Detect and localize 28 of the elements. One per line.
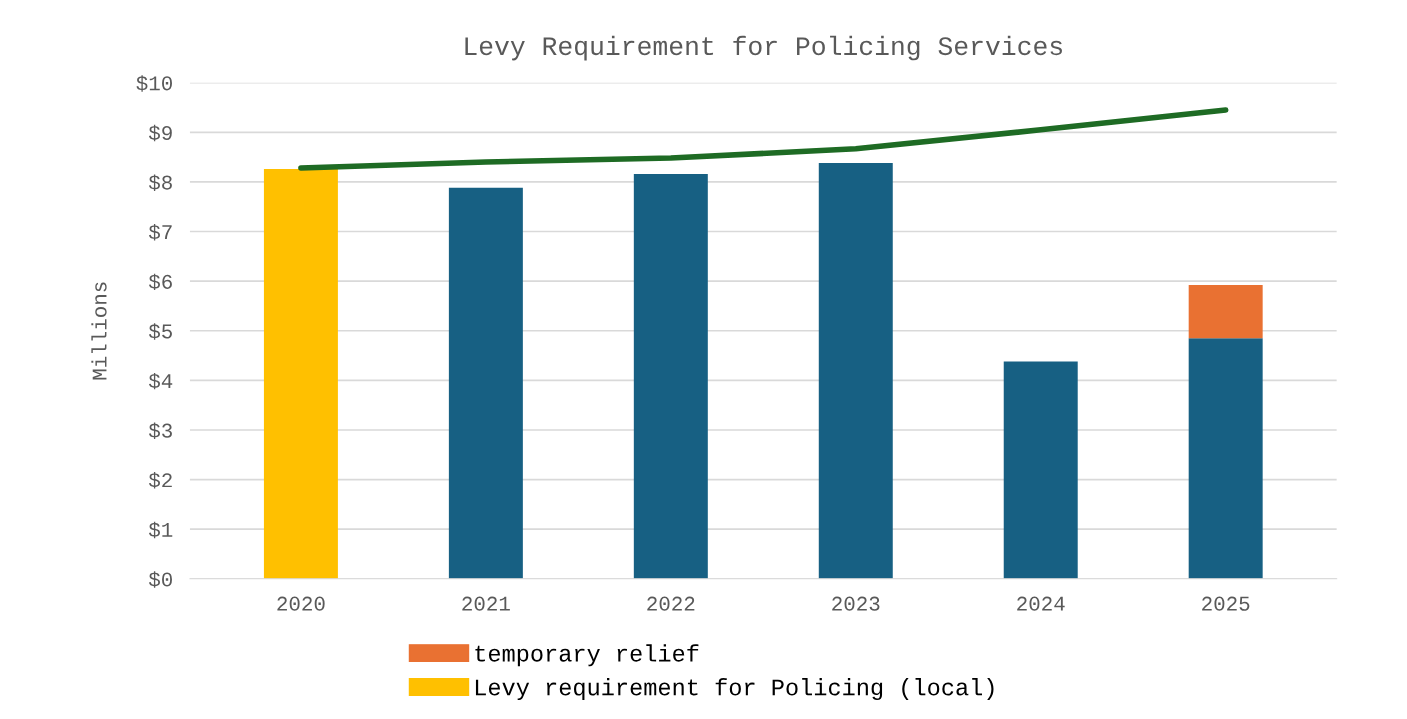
y-tick-label: $0 — [148, 571, 172, 588]
y-tick-label: $4 — [148, 372, 173, 390]
x-tick-label: 2025 — [1202, 596, 1250, 611]
y-tick-label: $10 — [136, 75, 172, 92]
y-tick-label: $2 — [148, 472, 172, 489]
y-tick-label: $8 — [148, 174, 172, 191]
bar — [1003, 361, 1078, 579]
y-tick-label: $7 — [148, 224, 172, 241]
y-tick-label: $3 — [148, 422, 172, 439]
y-tick-label: $1 — [148, 521, 173, 539]
y-tick-label: $9 — [148, 124, 172, 142]
x-tick-label: 2022 — [647, 596, 695, 611]
bar — [263, 169, 338, 579]
legend-label: temporary relief — [475, 644, 699, 667]
bar — [448, 187, 523, 579]
x-tick-label: 2023 — [832, 596, 880, 611]
y-axis-title: Millions — [91, 282, 107, 380]
y-tick-label: $6 — [148, 273, 172, 291]
bar — [1188, 338, 1263, 579]
x-tick-label: 2024 — [1017, 596, 1065, 611]
legend-label: Levy requirement for Policing (local) — [475, 678, 994, 701]
bar — [818, 163, 893, 579]
bar — [1188, 285, 1263, 339]
x-tick-label: 2020 — [277, 596, 325, 611]
chart-title: Levy Requirement for Policing Services — [465, 35, 1062, 61]
x-tick-label: 2021 — [462, 596, 510, 611]
bar — [633, 173, 708, 579]
y-tick-label: $5 — [148, 323, 172, 340]
